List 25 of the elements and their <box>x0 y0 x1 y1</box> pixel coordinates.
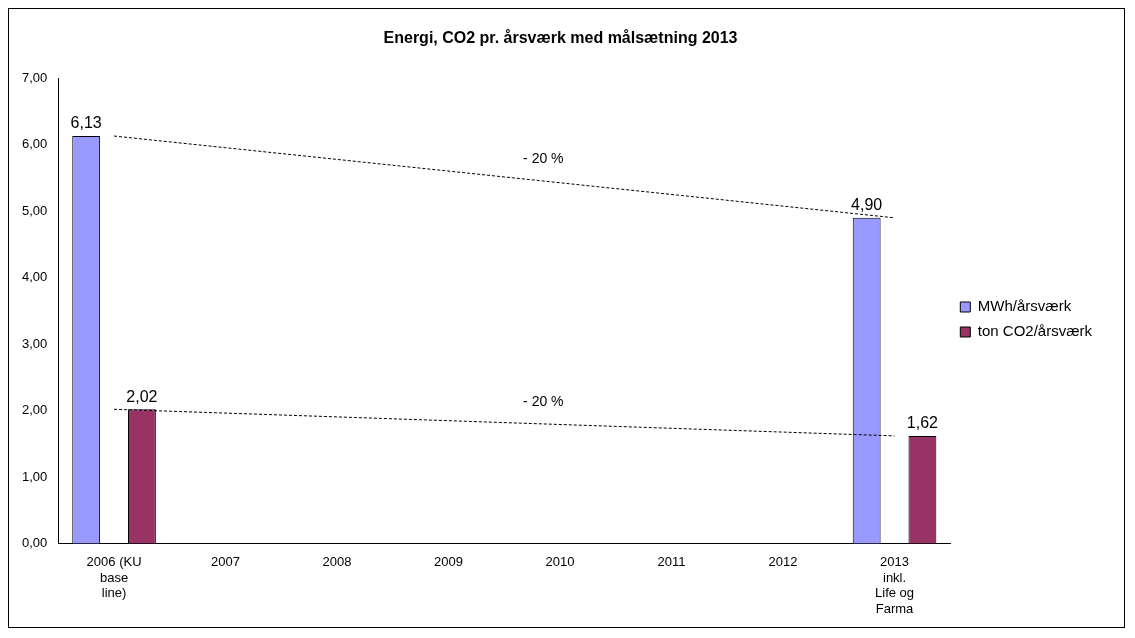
x-tick-label: 2012 <box>768 553 798 569</box>
x-tick-label: 2006 (KU base line) <box>86 553 142 601</box>
data-label: 1,62 <box>906 414 939 432</box>
legend-label: ton CO2/årsværk <box>977 322 1093 340</box>
x-tick-label: 2010 <box>545 553 575 569</box>
legend-label: MWh/årsværk <box>977 297 1072 315</box>
y-tick-label: 3,00 <box>21 335 48 351</box>
y-tick-label: 1,00 <box>21 468 48 484</box>
y-tick-label: 4,00 <box>21 269 48 285</box>
chart-title: Energi, CO2 pr. årsværk med målsætning 2013 <box>383 29 738 47</box>
x-tick-label: 2008 <box>322 553 352 569</box>
y-tick-label: 2,00 <box>21 402 48 418</box>
x-tick-label: 2013 inkl. Life og Farma <box>875 553 915 616</box>
data-label: 2,02 <box>126 387 158 405</box>
y-tick-label: 6,00 <box>21 136 48 152</box>
x-tick-label: 2007 <box>211 553 241 569</box>
x-tick-label: 2011 <box>657 553 686 569</box>
y-tick-label: 7,00 <box>21 69 48 85</box>
y-tick-label: 0,00 <box>21 535 48 551</box>
annotation: - 20 % <box>523 392 564 409</box>
data-label: 6,13 <box>70 114 102 132</box>
x-tick-label: 2009 <box>434 553 464 569</box>
data-label: 4,90 <box>851 196 883 214</box>
annotation: - 20 % <box>523 149 564 166</box>
y-tick-label: 5,00 <box>21 202 48 218</box>
